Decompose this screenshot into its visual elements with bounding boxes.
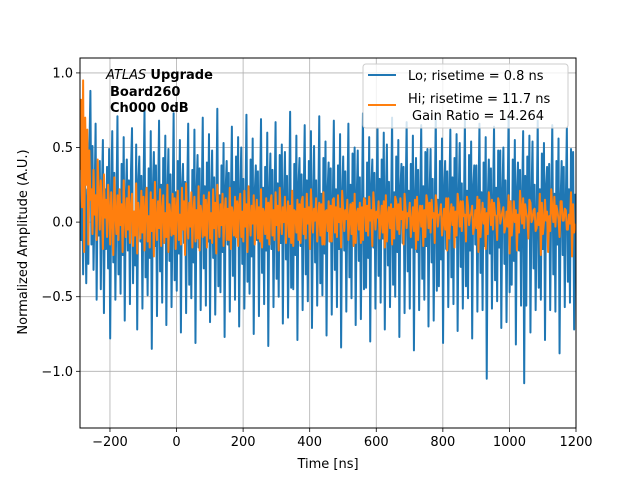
y-tick-label: −1.0 (41, 365, 73, 380)
x-tick-label: −200 (92, 435, 128, 450)
series-lo-line (80, 89, 576, 385)
legend-box (362, 63, 569, 129)
annotation-line-2: Board260 (110, 85, 180, 100)
annotation-line-3: Ch000 0dB (110, 101, 189, 116)
x-tick-label: 0 (172, 435, 180, 450)
y-tick-label: 0.5 (52, 141, 73, 156)
annotation: ATLAS Upgrade Board260 Ch000 0dB (105, 68, 213, 116)
x-tick-label: 1200 (559, 435, 592, 450)
series-hi-line (80, 79, 576, 258)
plot-series (80, 79, 576, 385)
x-tick-label: 1000 (493, 435, 526, 450)
annotation-line-1: ATLAS Upgrade (105, 68, 213, 83)
x-tick-label: 800 (430, 435, 455, 450)
legend-label-lo: Lo; risetime = 0.8 ns (408, 69, 544, 84)
x-tick-label: 400 (297, 435, 322, 450)
legend-label-hi-gain: Gain Ratio = 14.264 (412, 109, 544, 124)
plot-frame (79, 57, 577, 429)
legend-label-hi: Hi; risetime = 11.7 ns (408, 92, 550, 107)
y-axis-label: Normalized Amplitude (A.U.) (16, 149, 31, 334)
x-axis-ticks: −200 0 200 400 600 800 1000 1200 (92, 428, 593, 450)
x-axis-label: Time [ns] (296, 457, 358, 472)
y-tick-label: −0.5 (41, 290, 73, 305)
x-tick-label: 200 (231, 435, 256, 450)
y-axis-ticks: −1.0 −0.5 0.0 0.5 1.0 (41, 66, 80, 380)
y-tick-label: 1.0 (52, 66, 73, 81)
y-tick-label: 0.0 (52, 216, 73, 231)
x-tick-label: 600 (364, 435, 389, 450)
legend: Lo; risetime = 0.8 ns Hi; risetime = 11.… (362, 63, 569, 129)
